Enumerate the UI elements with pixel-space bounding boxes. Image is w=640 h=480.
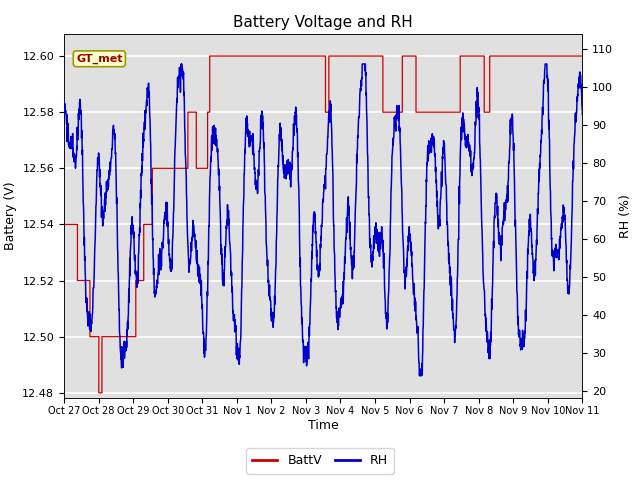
X-axis label: Time: Time [308, 419, 339, 432]
Y-axis label: Battery (V): Battery (V) [4, 182, 17, 250]
Legend: BattV, RH: BattV, RH [246, 448, 394, 474]
Title: Battery Voltage and RH: Battery Voltage and RH [234, 15, 413, 30]
Y-axis label: RH (%): RH (%) [619, 194, 632, 238]
Text: GT_met: GT_met [76, 54, 123, 64]
